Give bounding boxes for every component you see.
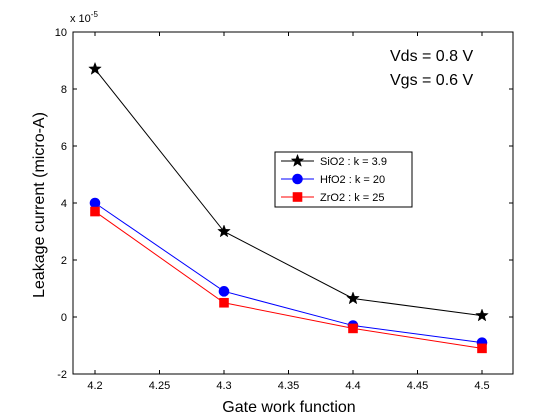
data-point (219, 297, 229, 308)
legend-label: ZrO2 : k = 25 (320, 192, 385, 204)
y-tick-label: 10 (55, 27, 67, 39)
data-point (346, 291, 360, 305)
y-multiplier: x 10-5 (70, 10, 98, 25)
data-point (217, 224, 231, 238)
series-layer (88, 61, 489, 354)
series-0 (88, 61, 489, 322)
legend-marker (290, 153, 305, 167)
x-tick-label: 4.5 (474, 380, 489, 392)
data-point (348, 323, 358, 334)
y-tick-label: 8 (61, 84, 67, 96)
legend-marker (292, 192, 303, 202)
x-tick-label: 4.25 (149, 380, 170, 392)
series-2 (90, 206, 487, 354)
x-tick-label: 4.4 (345, 380, 360, 392)
annotation-vds: Vds = 0.8 V (390, 48, 473, 65)
data-point (90, 206, 100, 217)
legend-marker (292, 173, 303, 185)
x-tick-label: 4.45 (407, 380, 428, 392)
series-line (94, 211, 483, 349)
legend: SiO2 : k = 3.9 HfO2 : k = 20 ZrO2 : k = 25 (274, 151, 413, 208)
y-tick-label: -2 (57, 369, 67, 381)
y-tick-label: 6 (61, 141, 67, 153)
x-tick-label: 4.2 (87, 380, 102, 392)
data-point (88, 61, 102, 75)
x-axis-label: Gate work function (222, 399, 355, 416)
data-point (477, 343, 487, 354)
data-point (218, 286, 230, 297)
data-point (89, 197, 101, 209)
y-axis-label: Leakage current (micro-A) (31, 112, 48, 298)
y-tick-label: 0 (61, 312, 67, 324)
y-multiplier-exponent: -5 (91, 10, 99, 19)
x-tick-label: 4.3 (216, 380, 231, 392)
data-point (475, 308, 489, 322)
legend-label: SiO2 : k = 3.9 (320, 156, 387, 168)
legend-label: HfO2 : k = 20 (320, 174, 385, 186)
x-axis: 4.2 4.25 4.3 4.35 4.4 4.45 4.5 (87, 32, 490, 392)
series-line (94, 202, 483, 344)
y-tick-label: 4 (61, 198, 67, 210)
x-tick-label: 4.35 (278, 380, 299, 392)
y-axis: -2 0 2 4 6 8 10 (55, 27, 513, 381)
y-multiplier-base: x 10 (70, 13, 91, 25)
series-line (94, 68, 483, 317)
annotation-vgs: Vgs = 0.6 V (390, 72, 473, 89)
y-tick-label: 2 (61, 255, 67, 267)
